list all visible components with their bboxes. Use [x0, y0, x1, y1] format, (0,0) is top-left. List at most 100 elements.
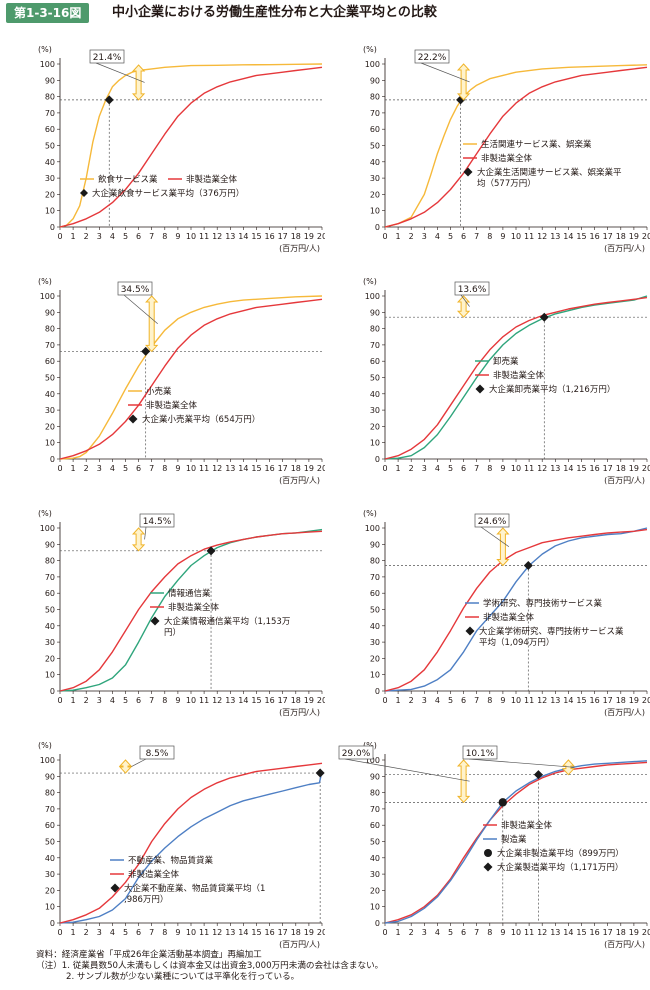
y-tick-label: 20	[370, 190, 380, 199]
callout-leader-line	[95, 62, 145, 83]
y-unit-label: (%)	[38, 741, 52, 750]
series-line-red	[59, 530, 323, 692]
x-tick-label: 12	[212, 696, 222, 705]
series-line-orange	[59, 63, 323, 228]
callout-label: 14.5%	[143, 517, 172, 527]
x-tick-label: 5	[448, 928, 453, 937]
callout-label: 10.1%	[466, 749, 495, 759]
x-tick-label: 5	[123, 464, 128, 473]
legend-label-line: 均（577万円）	[477, 178, 536, 189]
x-tick-label: 7	[474, 464, 479, 473]
y-tick-label: 0	[50, 455, 55, 464]
x-tick-label: 4	[110, 464, 115, 473]
x-tick-label: 15	[576, 928, 586, 937]
chart-panel-4: (%) 0 10 20 30 40 50 60 70 80 90 100 0 1 2 3 4 5 6 7 8 9 10 11 1…	[325, 268, 650, 500]
y-tick-label: 20	[45, 654, 55, 663]
x-tick-label: 17	[278, 696, 288, 705]
x-tick-label: 14	[238, 696, 248, 705]
y-tick-label: 90	[45, 308, 55, 317]
x-tick-label: 17	[603, 928, 613, 937]
y-tick-label: 0	[50, 223, 55, 232]
x-tick-label: 6	[461, 464, 466, 473]
x-tick-label: 15	[576, 232, 586, 241]
x-tick-label: 10	[186, 232, 196, 241]
legend-marker-diamond	[128, 414, 138, 424]
x-tick-label: 10	[511, 696, 521, 705]
y-tick-label: 80	[370, 93, 380, 102]
y-tick-label: 70	[370, 341, 380, 350]
figure-header: 第1-3-16図 中小企業における労働生産性分布と大企業平均との比較	[0, 0, 650, 28]
x-tick-label: 14	[238, 464, 248, 473]
series-line-blue	[384, 527, 648, 692]
marker-circle	[498, 798, 507, 807]
x-tick-label: 10	[511, 464, 521, 473]
y-unit-label: (%)	[363, 277, 377, 286]
y-tick-label: 80	[45, 325, 55, 334]
legend-label-line: 大企業小売業平均（654万円）	[142, 414, 260, 425]
x-tick-label: 12	[212, 928, 222, 937]
y-tick-label: 30	[45, 638, 55, 647]
callout-box	[338, 745, 374, 760]
x-tick-label: 13	[225, 464, 235, 473]
y-tick-label: 100	[40, 524, 55, 533]
x-tick-label: 7	[474, 928, 479, 937]
legend-marker-diamond	[483, 862, 493, 872]
y-tick-label: 10	[370, 671, 380, 680]
x-tick-label: 3	[422, 696, 427, 705]
x-tick-label: 9	[175, 464, 180, 473]
x-tick-label: 5	[123, 696, 128, 705]
x-tick-label: 14	[238, 928, 248, 937]
y-tick-label: 0	[375, 919, 380, 928]
callout-box	[139, 513, 175, 528]
y-tick-label: 90	[370, 540, 380, 549]
x-tick-label: 8	[487, 464, 492, 473]
x-tick-label: 9	[175, 928, 180, 937]
x-tick-label: 16	[265, 232, 275, 241]
x-tick-label: 6	[136, 928, 141, 937]
y-tick-label: 60	[370, 357, 380, 366]
x-tick-label: 18	[616, 232, 626, 241]
y-tick-label: 60	[370, 125, 380, 134]
x-tick-label: 18	[616, 464, 626, 473]
y-tick-label: 90	[45, 772, 55, 781]
x-tick-label: 20	[642, 928, 650, 937]
legend-label: 非製造業全体	[493, 370, 545, 381]
y-tick-label: 80	[45, 789, 55, 798]
legend-label: 非製造業全体	[146, 400, 198, 411]
series-line-green	[384, 295, 648, 460]
x-tick-label: 9	[175, 232, 180, 241]
x-tick-label: 3	[422, 232, 427, 241]
x-tick-label: 20	[317, 464, 325, 473]
x-tick-label: 18	[291, 232, 301, 241]
y-tick-label: 30	[45, 174, 55, 183]
y-tick-label: 50	[370, 838, 380, 847]
legend-marker-diamond	[465, 626, 475, 636]
y-tick-label: 20	[45, 422, 55, 431]
x-tick-label: 20	[317, 232, 325, 241]
legend-marker-diamond	[150, 616, 160, 626]
callout-box	[414, 49, 450, 64]
callout-leader-line	[468, 758, 575, 768]
y-unit-label: (%)	[363, 45, 377, 54]
x-tick-label: 10	[186, 928, 196, 937]
y-tick-label: 60	[45, 357, 55, 366]
y-tick-label: 60	[370, 589, 380, 598]
y-tick-label: 60	[45, 125, 55, 134]
y-tick-label: 70	[45, 109, 55, 118]
legend-label-line: 非製造業全体	[501, 820, 553, 831]
x-tick-label: 16	[265, 696, 275, 705]
callout-label: 13.6%	[458, 285, 487, 295]
y-tick-label: 100	[40, 60, 55, 69]
x-tick-label: 12	[212, 464, 222, 473]
x-tick-label: 2	[84, 696, 89, 705]
x-tick-label: 1	[396, 232, 401, 241]
x-tick-label: 4	[110, 696, 115, 705]
y-tick-label: 60	[45, 821, 55, 830]
x-tick-label: 19	[304, 928, 314, 937]
legend-marker-circle	[484, 849, 492, 857]
x-tick-label: 19	[629, 464, 639, 473]
legend-label-line: 大企業製造業平均（1,171万円）	[497, 862, 623, 873]
